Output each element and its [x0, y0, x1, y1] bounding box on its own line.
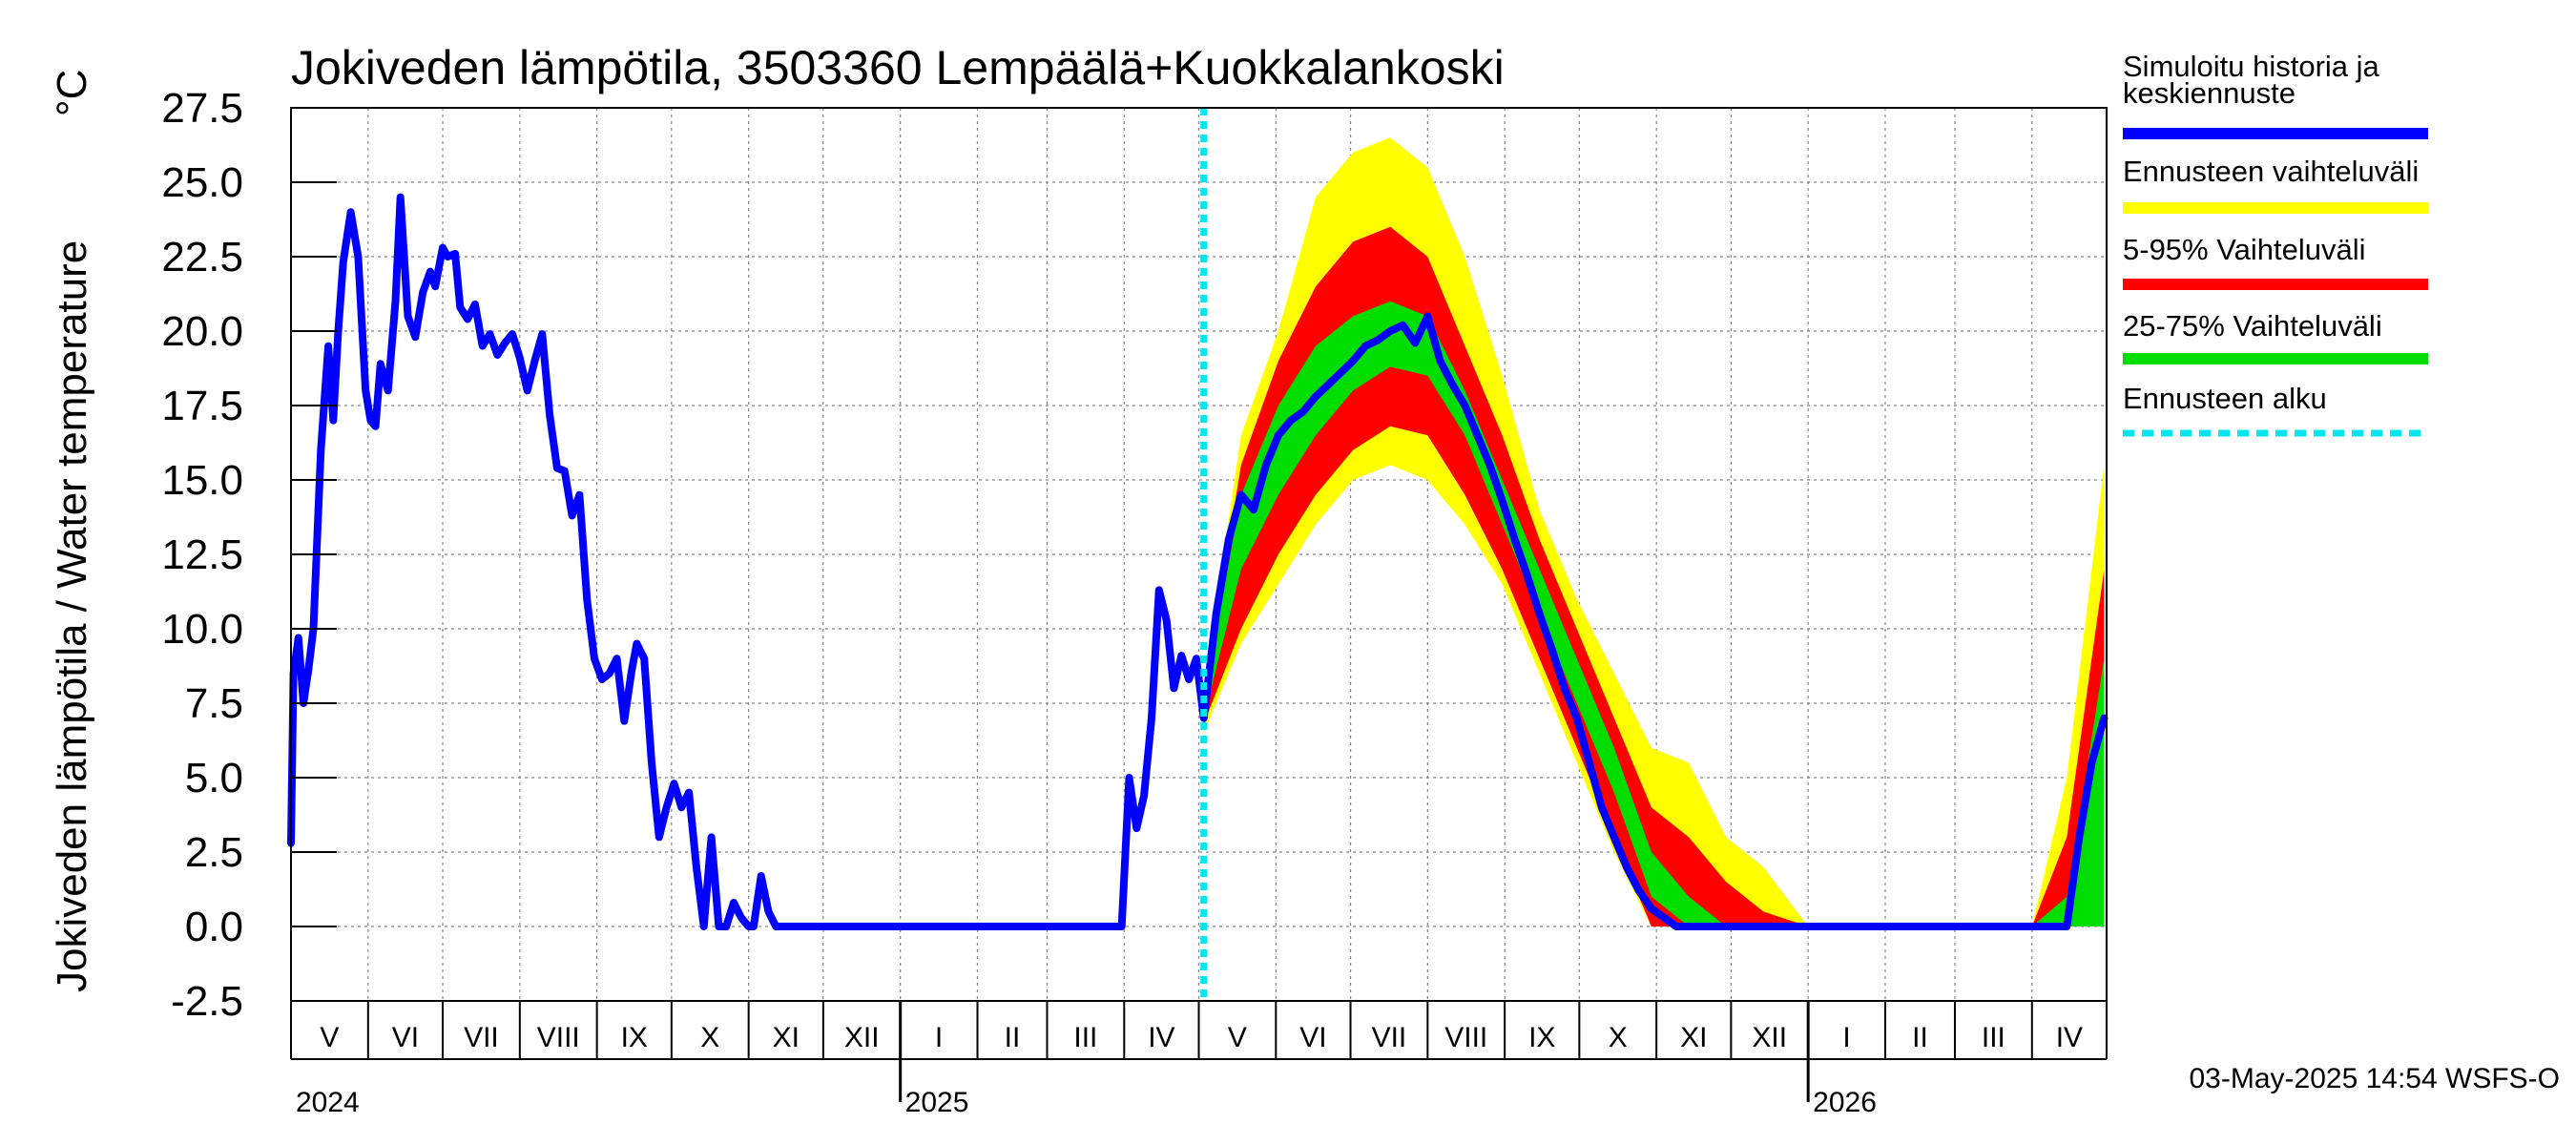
y-tick-label: 27.5: [161, 85, 243, 132]
month-label: VIII: [1444, 1022, 1487, 1053]
month-label: XII: [1752, 1022, 1787, 1053]
legend-label-range_5_95: 5-95% Vaihteluväli: [2123, 233, 2365, 266]
y-tick-label: 7.5: [185, 680, 243, 727]
month-label: X: [1609, 1022, 1628, 1053]
month-label: VI: [392, 1022, 419, 1053]
month-label: IV: [1148, 1022, 1174, 1053]
year-label: 2024: [296, 1087, 360, 1118]
y-tick-label: 17.5: [161, 383, 243, 429]
plot-area: 27.5 25.0 22.5 20.0 17.5 15.0 12.5 10.0 7.5 5.0 2.…: [161, 85, 2109, 1118]
y-tick-label: -2.5: [171, 978, 243, 1025]
y-tick-label: 0.0: [185, 904, 243, 950]
month-label: II: [1005, 1022, 1021, 1053]
y-axis-label: Jokiveden lämpötila / Water temperature: [49, 240, 95, 992]
year-label: 2025: [905, 1087, 969, 1118]
legend-label-history: Simuloitu historia ja: [2123, 50, 2380, 83]
month-label: III: [1073, 1022, 1097, 1053]
timestamp-footer: 03-May-2025 14:54 WSFS-O: [2190, 1063, 2561, 1094]
month-label: V: [320, 1022, 339, 1053]
month-label: IX: [1528, 1022, 1555, 1053]
month-label: I: [935, 1022, 943, 1053]
y-tick-label: 25.0: [161, 159, 243, 206]
month-label: XI: [1680, 1022, 1707, 1053]
chart-title: Jokiveden lämpötila, 3503360 Lempäälä+Ku…: [291, 41, 1505, 94]
y-tick-label: 20.0: [161, 308, 243, 355]
month-label: III: [1982, 1022, 2005, 1053]
year-label: 2026: [1813, 1087, 1877, 1118]
month-label: I: [1842, 1022, 1850, 1053]
band-5-95-vaihteluv-li: [1203, 226, 2105, 927]
y-tick-label: 5.0: [185, 755, 243, 802]
month-label: VII: [1372, 1022, 1407, 1053]
legend-label-range_25_75: 25-75% Vaihteluväli: [2123, 309, 2382, 343]
month-label: X: [700, 1022, 719, 1053]
month-label: VII: [464, 1022, 499, 1053]
y-tick-label: 12.5: [161, 531, 243, 578]
month-label: XI: [773, 1022, 800, 1053]
month-label: IV: [2056, 1022, 2083, 1053]
y-axis-unit: °C: [49, 70, 95, 116]
series-history-line: [287, 193, 2109, 930]
month-label: XII: [844, 1022, 880, 1053]
y-tick-label: 22.5: [161, 234, 243, 281]
month-label: IX: [621, 1022, 648, 1053]
month-label: II: [1912, 1022, 1928, 1053]
month-label: V: [1228, 1022, 1247, 1053]
month-label: VI: [1299, 1022, 1326, 1053]
y-tick-label: 2.5: [185, 829, 243, 876]
band-ennusteen-vaihteluv-li: [1203, 137, 2105, 926]
legend-label-history: keskiennuste: [2123, 76, 2296, 110]
legend-label-forecast_start: Ennusteen alku: [2123, 382, 2327, 415]
month-label: VIII: [537, 1022, 580, 1053]
legend-label-range_full: Ennusteen vaihteluväli: [2123, 155, 2419, 188]
y-tick-label: 15.0: [161, 457, 243, 504]
y-tick-label: 10.0: [161, 606, 243, 653]
